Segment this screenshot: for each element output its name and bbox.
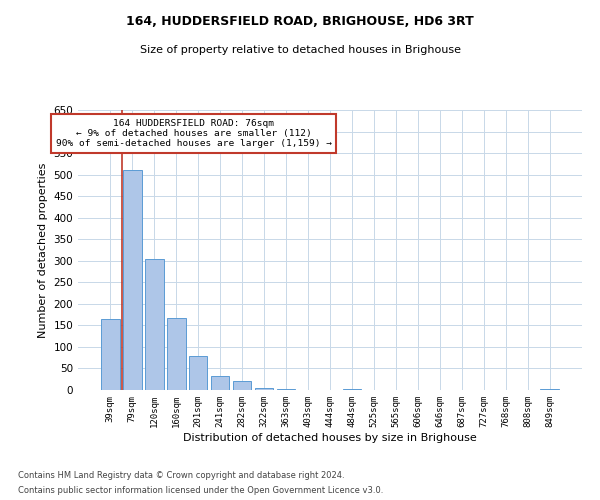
Text: Size of property relative to detached houses in Brighouse: Size of property relative to detached ho…: [139, 45, 461, 55]
Bar: [101, 319, 119, 390]
Bar: [189, 356, 208, 390]
Bar: [233, 382, 251, 390]
Y-axis label: Number of detached properties: Number of detached properties: [38, 162, 48, 338]
Bar: [541, 389, 559, 390]
Bar: [255, 388, 274, 390]
Bar: [123, 170, 142, 390]
Text: Contains HM Land Registry data © Crown copyright and database right 2024.: Contains HM Land Registry data © Crown c…: [18, 471, 344, 480]
Bar: [343, 389, 361, 390]
Text: Contains public sector information licensed under the Open Government Licence v3: Contains public sector information licen…: [18, 486, 383, 495]
Text: 164, HUDDERSFIELD ROAD, BRIGHOUSE, HD6 3RT: 164, HUDDERSFIELD ROAD, BRIGHOUSE, HD6 3…: [126, 15, 474, 28]
Bar: [277, 389, 295, 390]
Bar: [211, 376, 229, 390]
Bar: [145, 258, 164, 390]
X-axis label: Distribution of detached houses by size in Brighouse: Distribution of detached houses by size …: [183, 432, 477, 442]
Text: 164 HUDDERSFIELD ROAD: 76sqm
← 9% of detached houses are smaller (112)
90% of se: 164 HUDDERSFIELD ROAD: 76sqm ← 9% of det…: [56, 118, 332, 148]
Bar: [167, 318, 185, 390]
